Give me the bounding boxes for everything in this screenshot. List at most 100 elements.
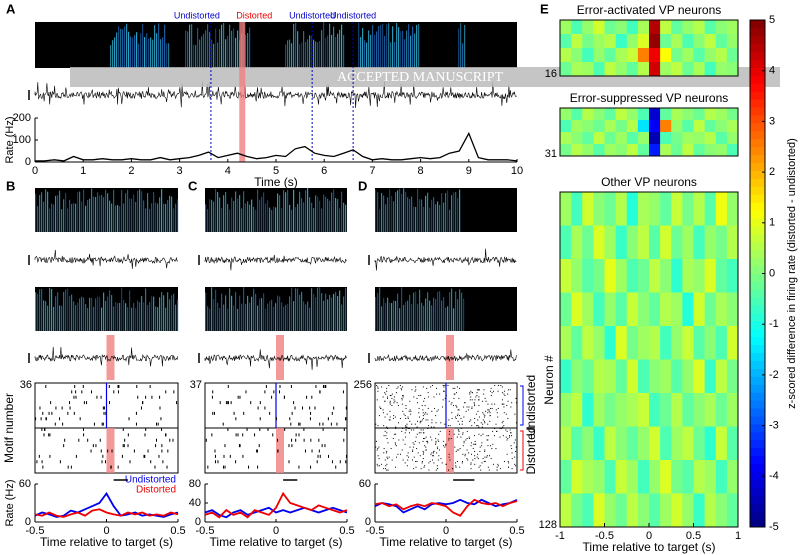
spectrogram-stripe — [408, 24, 410, 68]
raster-tick — [311, 395, 313, 399]
spectrogram-stripe — [107, 193, 109, 232]
raster-tick — [515, 422, 517, 424]
raster-tick — [463, 440, 465, 442]
raster-tick — [484, 415, 486, 417]
heatmap-cell — [660, 292, 672, 327]
raster-tick — [394, 416, 396, 418]
raster-tick — [288, 444, 290, 448]
raster-tick — [478, 433, 480, 435]
raster-tick — [386, 450, 388, 452]
raster-tick — [471, 399, 473, 401]
raster-tick — [407, 456, 409, 458]
spectrogram-stripe — [403, 304, 405, 331]
raster-tick — [104, 460, 106, 464]
colorbar-strip — [750, 107, 765, 116]
raster-tick — [478, 466, 480, 468]
spectrogram-stripe — [139, 302, 141, 331]
heatmap-cell — [626, 326, 639, 360]
raster-tick — [324, 444, 326, 448]
heatmap-cell — [704, 34, 717, 49]
raster-tick — [103, 406, 105, 410]
spectrogram-stripe — [398, 27, 400, 68]
spectrogram-stripe — [259, 199, 261, 232]
spectrogram-stripe — [124, 26, 126, 68]
raster-tick — [387, 458, 389, 460]
spectrogram-stripe — [333, 26, 335, 69]
heatmap-cell — [671, 493, 683, 528]
raster-tick — [259, 417, 261, 421]
raster-tick — [416, 402, 418, 404]
heatmap-cell — [715, 359, 728, 394]
heatmap-cell — [615, 192, 628, 226]
spectrogram-stripe — [412, 26, 414, 68]
spectrogram-stripe — [423, 206, 425, 232]
spectrogram-stripe — [117, 205, 119, 232]
spectrogram-stripe — [217, 42, 219, 68]
spectrogram-stripe — [385, 204, 387, 232]
spectrogram-stripe — [217, 302, 219, 331]
raster-tick — [311, 449, 313, 453]
heatmap-cell — [660, 426, 672, 461]
raster-tick — [160, 417, 162, 421]
colorbar-strip — [750, 511, 765, 520]
raster-tick — [376, 399, 378, 401]
spectrogram-stripe — [399, 188, 401, 232]
spectrogram-stripe — [219, 197, 221, 232]
raster-tick — [511, 435, 513, 437]
raster-tick — [486, 439, 488, 441]
heatmap-cell — [671, 144, 683, 157]
spectrogram-stripe — [79, 191, 81, 232]
raster-tick — [436, 465, 438, 467]
raster-tick — [507, 438, 509, 440]
heatmap-cell — [615, 62, 628, 77]
spectrogram-stripe — [297, 31, 299, 68]
spectrogram-stripe — [41, 192, 43, 232]
heatmap-cell — [593, 326, 605, 360]
raster-tick — [298, 433, 300, 437]
x-axis-label: Time relative to target (s) — [210, 535, 343, 549]
spectrogram-stripe — [411, 304, 413, 331]
raster-tick — [418, 395, 420, 397]
spectrogram-stripe — [35, 193, 37, 232]
spectrogram-stripe — [401, 287, 403, 331]
heatmap-cell — [671, 62, 683, 77]
heatmap-cell — [671, 225, 683, 260]
raster-tick — [331, 460, 333, 464]
spectrogram-stripe — [249, 204, 251, 232]
spectrogram-stripe — [247, 33, 249, 68]
raster-tick — [470, 462, 472, 464]
raster-tick — [435, 442, 437, 444]
spectrogram-stripe — [43, 201, 45, 232]
raster-tick — [488, 469, 490, 471]
spectrogram-stripe — [112, 40, 114, 68]
raster-tick — [135, 422, 137, 426]
spectrogram-stripe — [123, 203, 125, 232]
raster-tick — [392, 438, 394, 440]
spectrogram-stripe — [251, 199, 253, 232]
heatmap-cell — [660, 48, 672, 63]
raster-tick — [393, 433, 395, 435]
spectrogram-stripe — [120, 28, 122, 68]
heatmap-cell — [660, 393, 672, 427]
spectrogram-stripe — [325, 293, 327, 331]
spectrogram-stripe — [339, 29, 341, 68]
spectrogram-stripe — [329, 23, 331, 68]
raster-tick — [161, 444, 163, 448]
raster-tick — [471, 406, 473, 408]
raster-tick — [394, 442, 396, 444]
raster-tick — [64, 438, 66, 442]
raster-tick — [408, 428, 410, 429]
heatmap-cell — [660, 132, 672, 145]
spectrogram-stripe — [459, 189, 461, 232]
heatmap-cell — [704, 359, 717, 394]
colorbar-tick-label: -5 — [769, 521, 779, 533]
raster-tick — [395, 445, 397, 447]
colorbar-strip — [750, 225, 765, 235]
heatmap-cell — [571, 359, 583, 394]
spectrogram-stripe — [39, 195, 41, 232]
heatmap-cell — [626, 225, 639, 260]
spectrogram-stripe — [157, 307, 159, 331]
x-tick-label: -0.5 — [595, 530, 614, 542]
raster-tick — [483, 416, 485, 418]
spectrogram-stripe — [391, 303, 393, 331]
